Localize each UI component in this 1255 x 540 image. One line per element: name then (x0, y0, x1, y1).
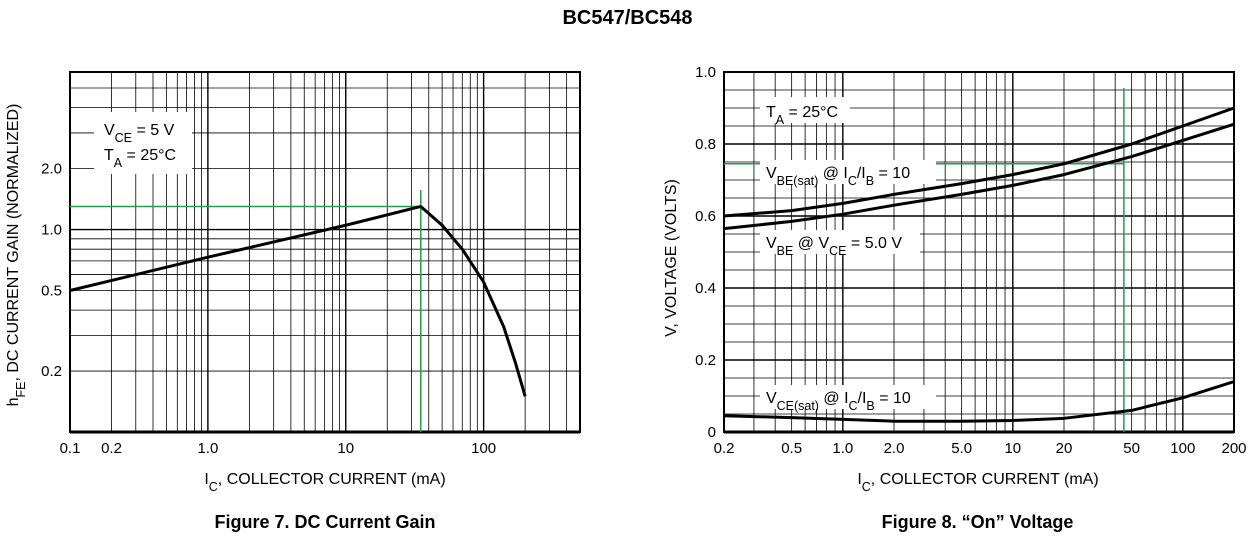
page-title: BC547/BC548 (562, 7, 693, 29)
figure-8-x-tick-label: 0.2 (714, 440, 735, 457)
figure-7-y-tick-label: 0.2 (41, 363, 62, 380)
figure-8-vce-sat-curve (723, 380, 1235, 423)
figure-7-x-tick-label: 0.1 (60, 440, 81, 457)
figure-8-grid (723, 71, 1235, 433)
figure-8-y-tick-label: 0.8 (695, 136, 716, 153)
figure-8-label-box (760, 160, 936, 184)
figure-8-y-tick-label: 0.2 (695, 352, 716, 369)
figure-8-caption: Figure 8. “On” Voltage (881, 512, 1074, 532)
figure-8-x-tick-label: 2.0 (884, 440, 905, 457)
figure-8-vbe-sat-label: VBE(sat) @ IC/IB = 10 (766, 165, 910, 188)
figure-8-x-tick-label: 1.0 (832, 440, 853, 457)
figure-8-y-axis-label: V, VOLTAGE (VOLTS) (663, 179, 680, 337)
figure-7-y-tick-label: 2.0 (41, 161, 62, 178)
figure-7-y-tick-label: 0.5 (41, 282, 62, 299)
figure-7-x-axis-label: IC, COLLECTOR CURRENT (mA) (204, 471, 445, 494)
figure-8-y-tick-label: 0 (708, 424, 716, 441)
figure-8-vbe-sat-curve (723, 106, 1235, 218)
figure-7-y-tick-label: 1.0 (41, 222, 62, 239)
figure-8-x-tick-label: 10 (1004, 440, 1021, 457)
figure-7-caption: Figure 7. DC Current Gain (214, 512, 436, 532)
figure-7-grid (69, 71, 581, 433)
figure-8-x-tick-label: 50 (1123, 440, 1140, 457)
figure-7-x-tick-label: 0.2 (101, 440, 122, 457)
figure-7-x-tick-label: 100 (471, 440, 496, 457)
figure-7-annotation-vce: VCE = 5 V (104, 122, 175, 145)
figure-8-x-tick-label: 0.5 (781, 440, 802, 457)
figure-8-x-tick-label: 200 (1221, 440, 1246, 457)
figure-7-annotation-ta: TA = 25°C (104, 147, 176, 170)
figure-8-vbe-label: VBE @ VCE = 5.0 V (766, 235, 902, 258)
figure-8-annotation-box (760, 97, 850, 123)
figure-8-annotation-ta: TA = 25°C (766, 104, 838, 127)
figure-8-x-tick-label: 100 (1170, 440, 1195, 457)
figure-8-x-axis-label: IC, COLLECTOR CURRENT (mA) (857, 471, 1098, 494)
figure-8-y-tick-label: 1.0 (695, 64, 716, 81)
figure-8-label-box (760, 385, 936, 409)
figure-7-y-axis-label: hFE, DC CURRENT GAIN (NORMALIZED) (5, 104, 28, 407)
figure-8-vce-sat-label: VCE(sat) @ IC/IB = 10 (766, 390, 911, 413)
figure-7-x-tick-label: 1.0 (197, 440, 218, 457)
figure-8-vbe-curve (723, 122, 1235, 231)
figure-7-hfe-curve (69, 204, 527, 397)
figure-8-x-tick-label: 20 (1056, 440, 1073, 457)
figure-8-y-tick-label: 0.4 (695, 280, 716, 297)
figure-8-y-tick-label: 0.6 (695, 208, 716, 225)
figure-8-x-tick-label: 5.0 (951, 440, 972, 457)
figure-8-label-box (760, 230, 920, 254)
figure-7-annotation-box (94, 112, 192, 174)
figure-7-x-tick-label: 10 (337, 440, 354, 457)
